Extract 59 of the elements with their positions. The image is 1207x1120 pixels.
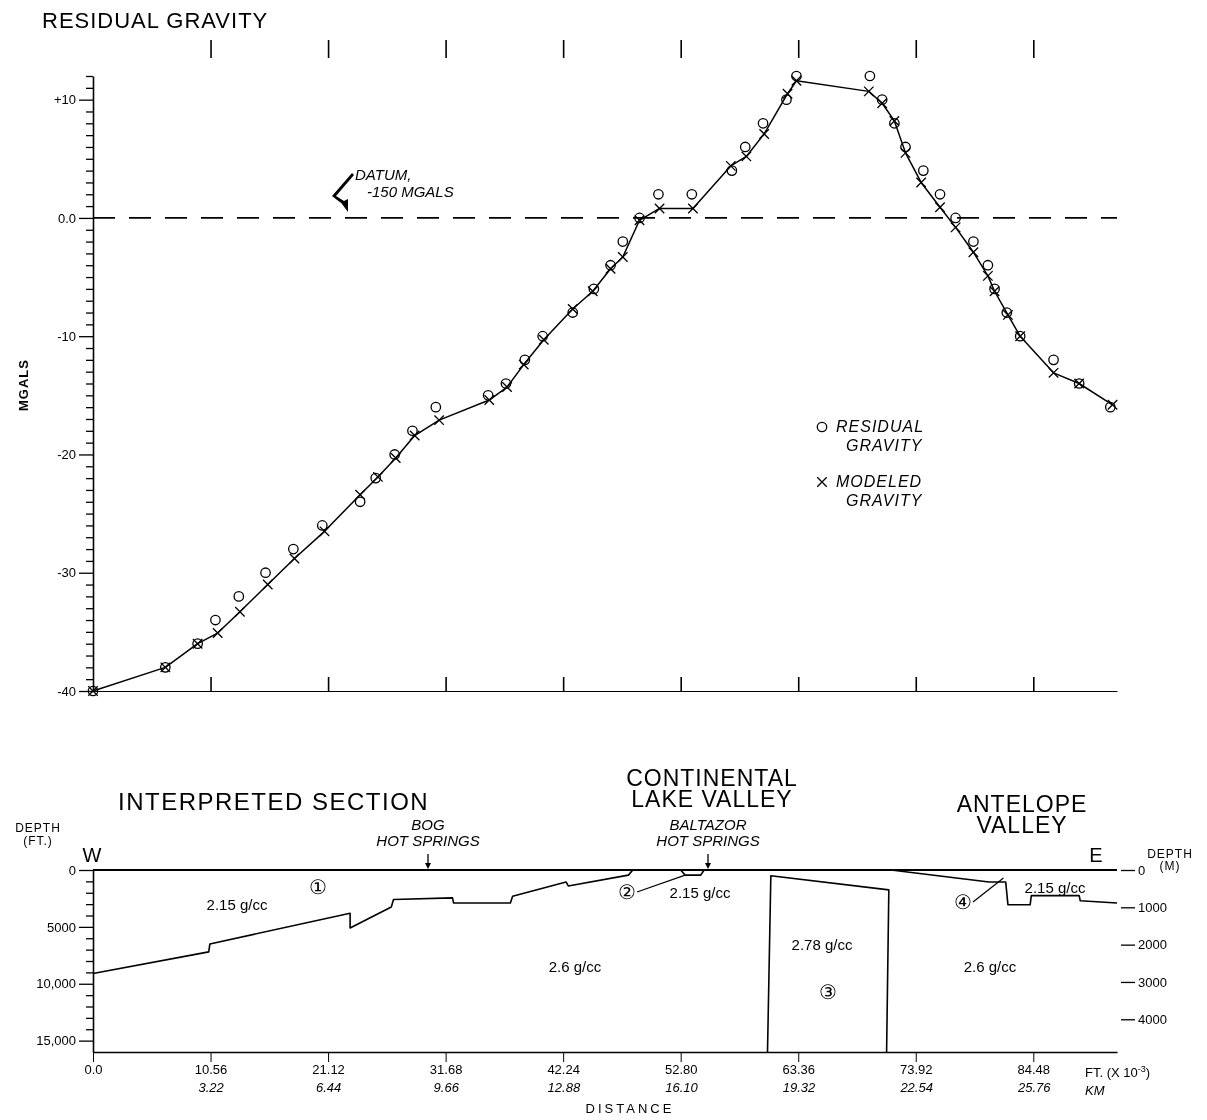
x2-tick-label: 6.44 <box>316 1080 342 1096</box>
x-tick-label: 10.56 <box>194 1062 228 1078</box>
y2-tick-label: 2000 <box>1138 937 1167 953</box>
y2-tick-label: 3000 <box>1138 974 1167 990</box>
x2-tick-label: 19.32 <box>782 1080 817 1096</box>
y-tick-label: -10 <box>57 328 76 344</box>
y-tick-label: 10,000 <box>36 976 76 992</box>
text: BOG HOT SPRINGS <box>376 816 480 849</box>
annotation: ① <box>309 876 327 898</box>
y2-axis-title: DEPTH (M) <box>1147 847 1193 873</box>
y2-tick-label: 4000 <box>1138 1011 1167 1027</box>
x2-tick-label: 12.88 <box>547 1080 581 1096</box>
x-tick-label: 42.24 <box>547 1062 580 1078</box>
y-axis-title: MGALS <box>16 359 31 411</box>
annotation: 2.78 g/cc <box>791 936 853 953</box>
annotation: ④ <box>954 891 972 913</box>
annotation: 2.15 g/cc <box>1024 879 1086 896</box>
chart-title: RESIDUAL GRAVITY <box>42 8 269 33</box>
y-tick-label: -40 <box>57 683 76 699</box>
ref-line-label: DATUM, -150 MGALS <box>355 165 454 200</box>
x-tick-label: 84.48 <box>1017 1062 1051 1078</box>
annotation: 2.15 g/cc <box>669 884 731 901</box>
x-tick-label: 31.68 <box>429 1062 463 1078</box>
text: BALTAZOR HOT SPRINGS <box>656 816 760 849</box>
x-axis-title: DISTANCE <box>585 1101 675 1116</box>
text: ANTELOPE VALLEY <box>956 791 1088 838</box>
x2-tick-label: 3.22 <box>198 1080 225 1096</box>
x-tick-label: 21.12 <box>312 1062 345 1078</box>
x2-tick-label: 9.66 <box>433 1080 460 1096</box>
y-tick-label: +10 <box>53 92 76 108</box>
x-tick-label: 73.92 <box>899 1062 933 1078</box>
chart-title: INTERPRETED SECTION <box>118 788 430 815</box>
x-tick-label: 52.80 <box>664 1062 698 1078</box>
y-tick-label: -20 <box>57 447 76 463</box>
text: FT. (X 10$^{-3}$) <box>1085 1064 1151 1080</box>
x-tick-label: 0.0 <box>84 1062 103 1078</box>
y2-tick-label: 1000 <box>1138 899 1167 915</box>
x2-axis-title: KM <box>1085 1083 1105 1098</box>
legend-label: RESIDUAL GRAVITY <box>836 418 925 454</box>
x2-tick-label: 16.10 <box>665 1080 699 1096</box>
x2-tick-label: 25.76 <box>1016 1080 1052 1096</box>
x-tick-label: 63.36 <box>782 1062 815 1078</box>
y-axis-title: DEPTH (FT.) <box>15 821 61 848</box>
annotation: 2.6 g/cc <box>548 958 602 975</box>
y2-tick-label: 0 <box>1138 862 1146 878</box>
text: E <box>1089 844 1103 866</box>
y-tick-label: 0 <box>68 862 76 878</box>
annotation: 2.15 g/cc <box>206 896 268 913</box>
y-tick-label: 5000 <box>47 919 76 935</box>
x2-tick-label: 22.54 <box>899 1080 933 1096</box>
y-tick-label: 0.0 <box>57 210 76 226</box>
legend-label: MODELED GRAVITY <box>836 473 923 509</box>
y-tick-label: -30 <box>57 565 76 581</box>
annotation: ② <box>618 881 636 903</box>
text: W <box>82 844 102 866</box>
annotation: ③ <box>819 981 837 1003</box>
annotation: 2.6 g/cc <box>963 958 1017 975</box>
text: CONTINENTAL LAKE VALLEY <box>626 765 798 812</box>
y-tick-label: 15,000 <box>36 1033 76 1049</box>
